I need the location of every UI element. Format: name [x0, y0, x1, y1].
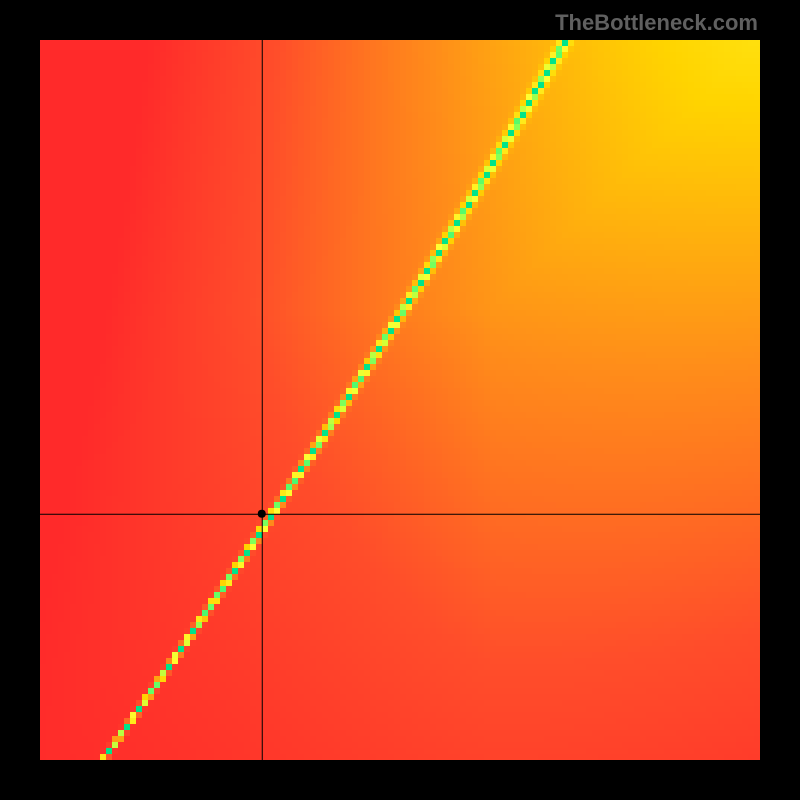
bottleneck-heatmap	[40, 40, 760, 760]
watermark-text: TheBottleneck.com	[555, 10, 758, 36]
chart-container: { "canvas": { "width": 800, "height": 80…	[0, 0, 800, 800]
